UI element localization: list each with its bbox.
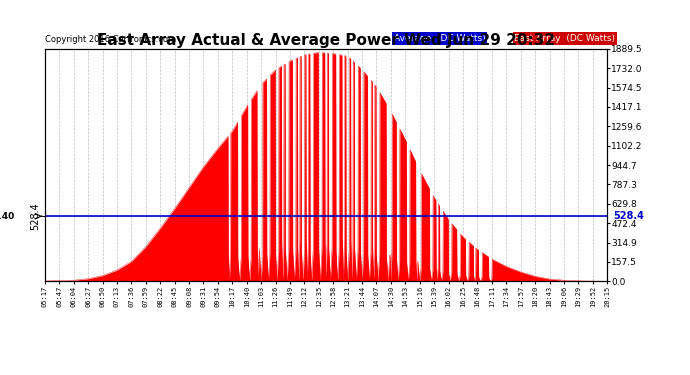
Text: +528.40: +528.40 xyxy=(0,212,14,221)
Text: Copyright 2016 Cartronics.com: Copyright 2016 Cartronics.com xyxy=(45,35,176,44)
Text: East Array  (DC Watts): East Array (DC Watts) xyxy=(515,34,615,43)
Text: 528.4: 528.4 xyxy=(613,211,644,221)
Text: Average  (DC Watts): Average (DC Watts) xyxy=(393,34,485,43)
Title: East Array Actual & Average Power Wed Jun 29 20:32: East Array Actual & Average Power Wed Ju… xyxy=(97,33,555,48)
